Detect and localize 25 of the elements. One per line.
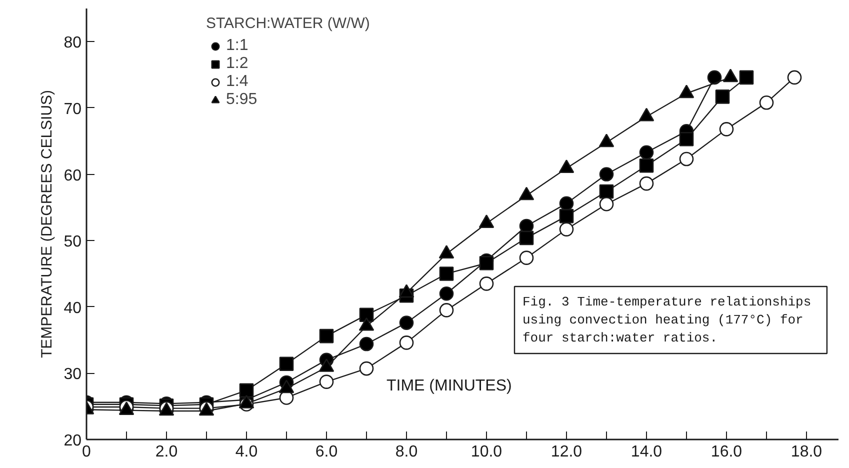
x-tick-label: 14.0 (630, 444, 662, 460)
x-tick-label: 18.0 (790, 444, 822, 460)
y-tick-label: 60 (64, 167, 82, 184)
y-tick-label: 20 (64, 432, 82, 450)
legend-label: 5:95 (226, 91, 258, 109)
annotation: Fig. 3 Time-temperature relationships using convection heating (177°C) for four starch:water ratios. (522, 294, 812, 346)
legend-label: 1:2 (226, 55, 248, 73)
x-tick-label: 8.0 (395, 444, 418, 460)
y-tick-label: 80 (64, 34, 82, 52)
legend-label: 1:4 (226, 73, 248, 91)
y-tick-label: 40 (64, 300, 82, 317)
y-tick-label: 30 (64, 366, 82, 384)
legend-title: STARCH:WATER (W/W) (206, 15, 370, 32)
x-tick-label: 6.0 (315, 444, 338, 460)
x-tick-label: 16.0 (710, 444, 742, 460)
x-axis-title: TIME (MINUTES) (386, 378, 512, 394)
x-tick-label: 4.0 (235, 444, 258, 460)
x-tick-label: 10.0 (470, 444, 502, 460)
x-tick-label: 0 (82, 444, 92, 460)
y-tick-label: 50 (64, 234, 82, 251)
legend-label: 1:1 (226, 37, 248, 55)
y-axis-title: TEMPERATURE (DEGREES CELSIUS) (38, 90, 56, 358)
y-tick-label: 70 (64, 100, 82, 118)
x-tick-label: 12.0 (550, 444, 582, 460)
x-tick-label: 2.0 (155, 444, 178, 460)
